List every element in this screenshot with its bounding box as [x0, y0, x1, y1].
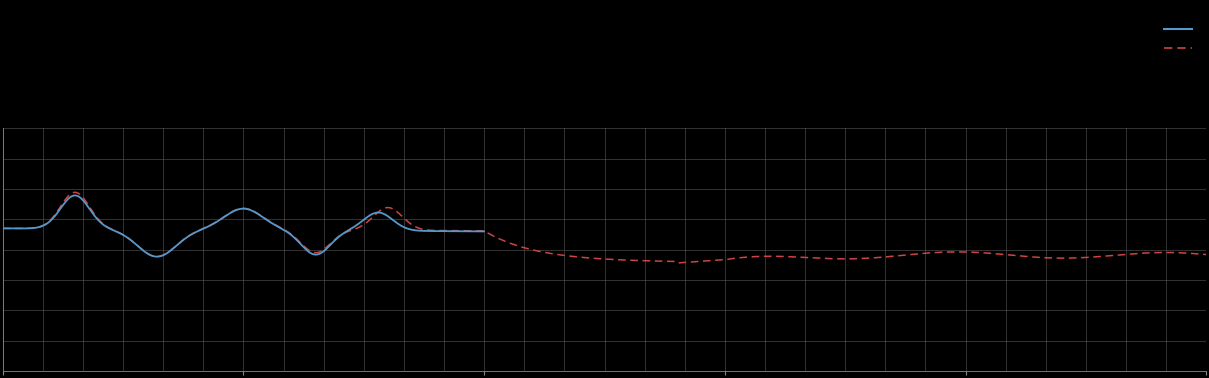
- Legend: , : ,: [1164, 25, 1201, 54]
